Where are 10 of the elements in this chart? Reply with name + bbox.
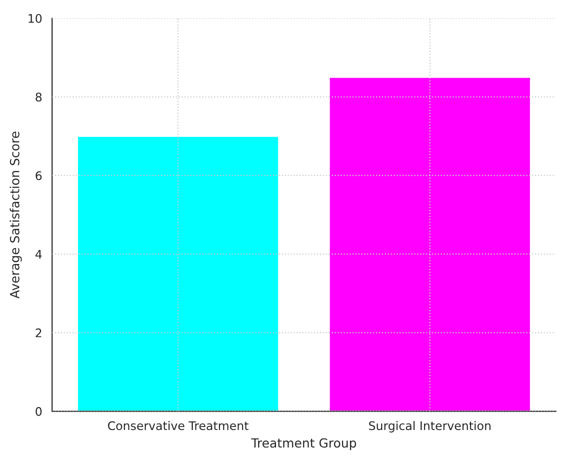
y-tick-label: 8 bbox=[36, 92, 42, 102]
y-tick-label: 10 bbox=[28, 14, 42, 23]
x-tick-label: Surgical Intervention bbox=[369, 421, 491, 432]
y-tick-label: 6 bbox=[36, 171, 42, 180]
y-axis-title: Average Satisfaction Score bbox=[10, 132, 22, 299]
y-tick-label: 0 bbox=[36, 407, 42, 416]
y-tick-label: 4 bbox=[35, 250, 42, 259]
x-axis-title: Treatment Group bbox=[251, 438, 356, 450]
y-tick-label: 2 bbox=[36, 328, 42, 338]
x-tick-label: Conservative Treatment bbox=[108, 421, 248, 430]
